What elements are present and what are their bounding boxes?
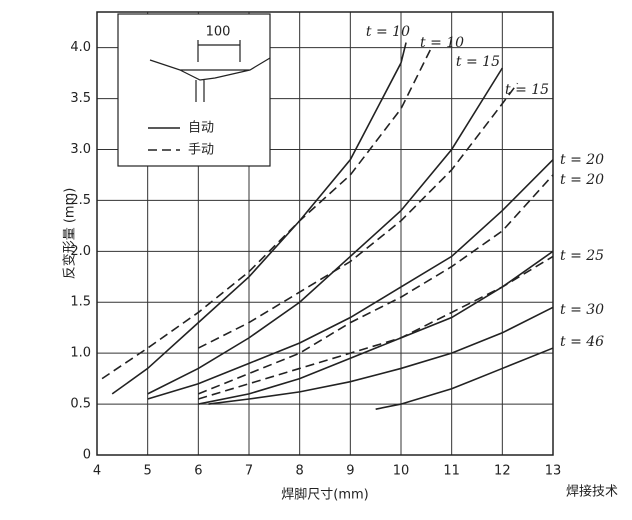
line-series bbox=[147, 67, 504, 395]
line-series bbox=[198, 255, 554, 400]
y-tick-label: 1.5 bbox=[70, 295, 91, 310]
series-label: t = 10 bbox=[420, 35, 464, 51]
x-tick-label: 5 bbox=[144, 464, 152, 479]
series-label: t = 15 bbox=[456, 54, 500, 70]
y-tick-label: 3.5 bbox=[70, 91, 91, 106]
series-label: t = 15 bbox=[505, 82, 549, 98]
y-tick-label: 1.0 bbox=[70, 346, 91, 361]
y-tick-label: 3.0 bbox=[70, 142, 91, 157]
line-series bbox=[101, 47, 433, 380]
y-tick-label: 2.5 bbox=[70, 193, 91, 208]
inset-box bbox=[117, 13, 271, 167]
legend-label: 自动 bbox=[188, 121, 214, 136]
x-tick-label: 12 bbox=[494, 464, 511, 479]
x-axis-title: 焊脚尺寸(mm) bbox=[281, 487, 368, 503]
inset-drawing bbox=[149, 40, 271, 102]
line-series bbox=[375, 347, 554, 410]
x-tick-label: 9 bbox=[346, 464, 354, 479]
line-series bbox=[198, 174, 554, 395]
x-tick-label: 7 bbox=[245, 464, 253, 479]
x-tick-label: 6 bbox=[194, 464, 202, 479]
series-label: t = 25 bbox=[560, 248, 604, 264]
inset-label: 100 bbox=[206, 25, 231, 40]
x-tick-label: 10 bbox=[393, 464, 410, 479]
plot-frame bbox=[96, 11, 554, 456]
y-axis-title: 反变形量 (mm) bbox=[62, 188, 78, 280]
series-label: t = 30 bbox=[560, 302, 604, 318]
line-series bbox=[111, 42, 407, 395]
series-label: t = 20 bbox=[560, 172, 604, 188]
line-series bbox=[208, 306, 554, 405]
y-tick-label: 0.5 bbox=[70, 397, 91, 412]
line-series bbox=[197, 82, 519, 349]
legend-label: 手动 bbox=[188, 143, 214, 158]
y-tick-label: 2.0 bbox=[70, 244, 91, 259]
x-tick-label: 4 bbox=[93, 464, 101, 479]
line-series bbox=[147, 159, 554, 400]
y-tick-label: 0 bbox=[83, 448, 91, 463]
y-tick-label: 4.0 bbox=[70, 40, 91, 55]
x-tick-label: 13 bbox=[545, 464, 562, 479]
x-tick-label: 8 bbox=[296, 464, 304, 479]
series-label: t = 20 bbox=[560, 152, 604, 168]
watermark: 焊接技术 bbox=[566, 484, 618, 500]
x-tick-label: 11 bbox=[443, 464, 460, 479]
series-label: t = 10 bbox=[366, 24, 410, 40]
series-label: t = 46 bbox=[560, 334, 604, 350]
